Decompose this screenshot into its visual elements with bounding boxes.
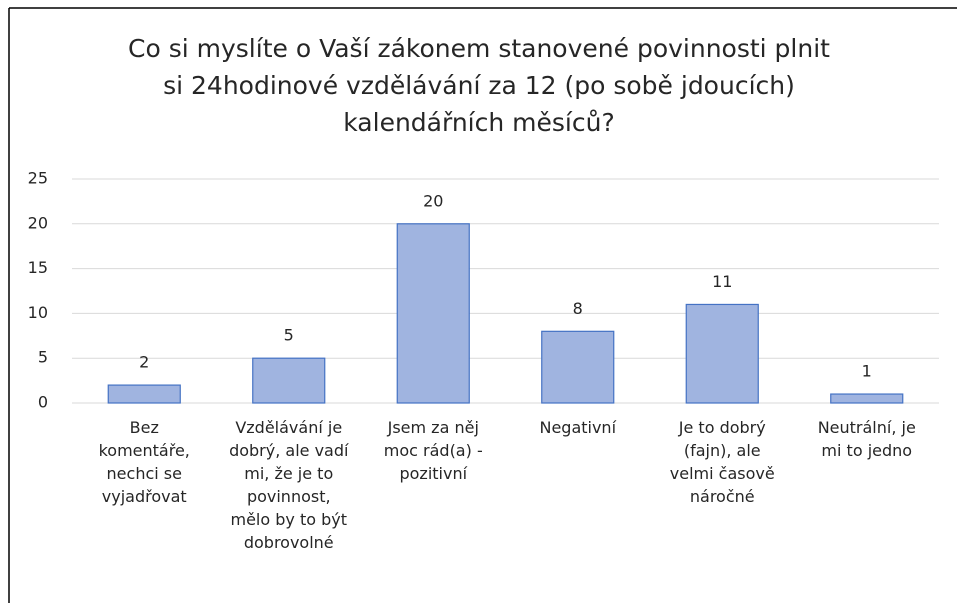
data-label: 8 [573,299,583,318]
data-label: 20 [423,191,443,210]
y-tick-label: 15 [28,258,48,277]
data-label: 5 [284,326,294,345]
data-label: 11 [712,272,732,291]
y-tick-label: 5 [38,348,48,367]
x-tick-label: Negativní [539,418,617,437]
x-tick-label: Bez komentáře, nechci se vyjadřovat [98,418,190,506]
bar [252,357,326,404]
bar [396,223,470,404]
x-tick-label: Je to dobrý (fajn), ale velmi časově nár… [669,418,775,506]
bar [685,303,759,404]
y-tick-label: 20 [28,213,48,232]
y-tick-label: 0 [38,393,48,412]
data-label: 2 [139,353,149,372]
bar [830,393,904,404]
x-tick-label: Neutrální, je mi to jedno [817,418,916,460]
bar [541,330,615,404]
y-tick-label: 10 [28,303,48,322]
chart-title: Co si myslíte o Vaší zákonem stanovené p… [128,34,830,137]
bar [107,384,181,404]
data-label: 1 [862,362,872,381]
x-tick-label: Vzdělávání je dobrý, ale vadí mi, že je … [229,418,349,552]
x-tick-label: Jsem za něj moc rád(a) - pozitivní [383,418,483,483]
y-tick-label: 25 [28,169,48,188]
